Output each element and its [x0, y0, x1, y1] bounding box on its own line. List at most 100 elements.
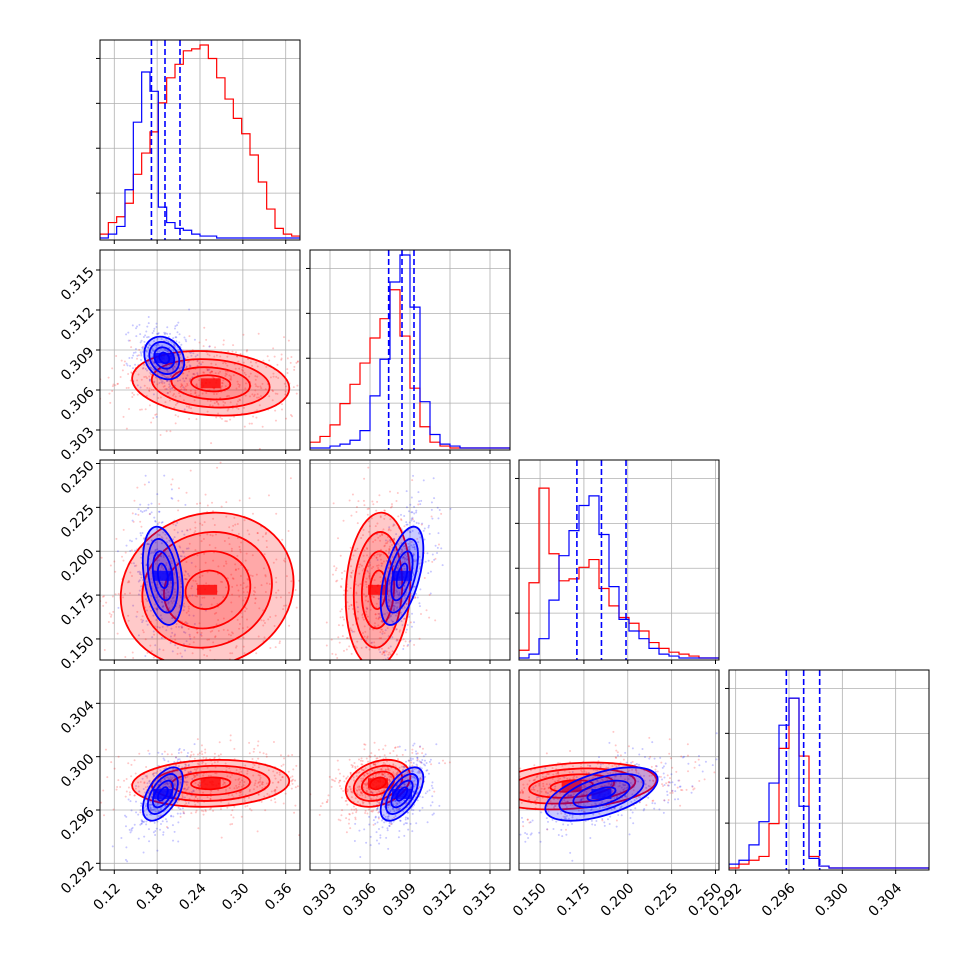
sample-point	[131, 396, 133, 398]
sample-point	[344, 570, 346, 572]
sample-point	[158, 662, 160, 664]
sample-point	[111, 367, 113, 369]
sample-point	[326, 621, 328, 623]
sample-point	[411, 613, 413, 615]
sample-point	[346, 637, 348, 639]
sample-point	[125, 552, 127, 554]
sample-point	[158, 715, 160, 717]
sample-point	[275, 513, 277, 515]
sample-point	[363, 828, 365, 830]
sample-point	[140, 354, 142, 356]
sample-point	[427, 526, 429, 528]
sample-point	[137, 394, 139, 396]
sample-point	[283, 757, 285, 759]
sample-point	[207, 504, 209, 506]
sample-point	[135, 811, 137, 813]
sample-point	[127, 762, 129, 764]
sample-point	[172, 666, 174, 668]
sample-point	[177, 500, 179, 502]
sample-point	[341, 643, 343, 645]
sample-point	[135, 513, 137, 515]
sample-point	[423, 479, 425, 481]
sample-point	[428, 525, 430, 527]
sample-point	[416, 522, 418, 524]
sample-point	[396, 500, 398, 502]
sample-point	[370, 810, 372, 812]
sample-point	[158, 503, 160, 505]
sample-point	[156, 416, 158, 418]
sample-point	[343, 775, 345, 777]
sample-point	[233, 806, 235, 808]
sample-point	[93, 349, 95, 351]
sample-point	[322, 802, 324, 804]
sample-point	[295, 362, 297, 364]
sample-point	[230, 734, 232, 736]
sample-point	[197, 827, 199, 829]
sample-point	[421, 752, 423, 754]
sample-point	[113, 808, 115, 810]
sample-point	[363, 699, 365, 701]
sample-point	[322, 389, 324, 391]
sample-point	[403, 515, 405, 517]
sample-point	[371, 501, 373, 503]
sample-point	[186, 492, 188, 494]
sample-point	[505, 767, 507, 769]
sample-point	[244, 426, 246, 428]
sample-point	[173, 692, 175, 694]
sample-point	[138, 753, 140, 755]
sample-point	[208, 346, 210, 348]
sample-point	[410, 762, 412, 764]
sample-point	[218, 456, 220, 458]
sample-point	[335, 569, 337, 571]
sample-point	[331, 786, 333, 788]
sample-point	[112, 595, 114, 597]
sample-point	[88, 540, 90, 542]
sample-point	[290, 777, 292, 779]
sample-point	[178, 749, 180, 751]
sample-point	[188, 335, 190, 337]
sample-point	[203, 327, 205, 329]
sample-point	[434, 619, 436, 621]
sample-point	[329, 776, 331, 778]
sample-point	[143, 852, 145, 854]
sample-point	[139, 809, 141, 811]
sample-point	[424, 776, 426, 778]
sample-point	[282, 764, 284, 766]
sample-point	[694, 761, 696, 763]
sample-point	[164, 709, 166, 711]
sample-point	[407, 829, 409, 831]
sample-point	[140, 526, 142, 528]
sample-point	[132, 652, 134, 654]
sample-point	[425, 753, 427, 755]
sample-point	[617, 751, 619, 753]
sample-point	[273, 741, 275, 743]
sample-point	[413, 762, 415, 764]
sample-point	[293, 812, 295, 814]
sample-point	[320, 805, 322, 807]
sample-point	[124, 360, 126, 362]
sample-point	[362, 682, 364, 684]
sample-point	[203, 696, 205, 698]
sample-point	[377, 821, 379, 823]
sample-point	[327, 794, 329, 796]
sample-point	[400, 514, 402, 516]
sample-point	[420, 761, 422, 763]
sample-point	[403, 525, 405, 527]
sample-point	[418, 500, 420, 502]
density-peak	[368, 778, 388, 788]
sample-point	[365, 842, 367, 844]
sample-point	[496, 778, 498, 780]
sample-point	[375, 510, 377, 512]
sample-point	[354, 840, 356, 842]
sample-point	[130, 764, 132, 766]
sample-point	[307, 777, 309, 779]
sample-point	[387, 829, 389, 831]
sample-point	[455, 775, 457, 777]
sample-point	[345, 817, 347, 819]
sample-point	[90, 660, 92, 662]
sample-point	[313, 346, 315, 348]
density-peak	[392, 571, 412, 581]
sample-point	[298, 822, 300, 824]
sample-point	[244, 806, 246, 808]
sample-point	[391, 823, 393, 825]
